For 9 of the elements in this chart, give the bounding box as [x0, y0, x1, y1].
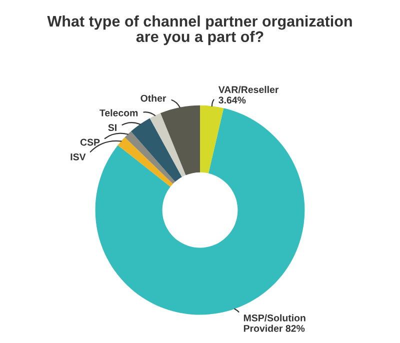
slice-label: Telecom: [100, 109, 138, 116]
data-label: 3.64%: [218, 96, 246, 104]
slice-label: ISV: [70, 153, 86, 160]
chart-title: What type of channel partner organization are you a part of?: [47, 15, 352, 46]
slice-label: MSP/Solution Provider 82%: [244, 314, 306, 332]
slice-label: Other: [140, 94, 166, 102]
slice-label: VAR/Reseller: [218, 86, 279, 94]
slice-label: SI: [108, 124, 116, 132]
slice-label: CSP: [80, 138, 100, 146]
